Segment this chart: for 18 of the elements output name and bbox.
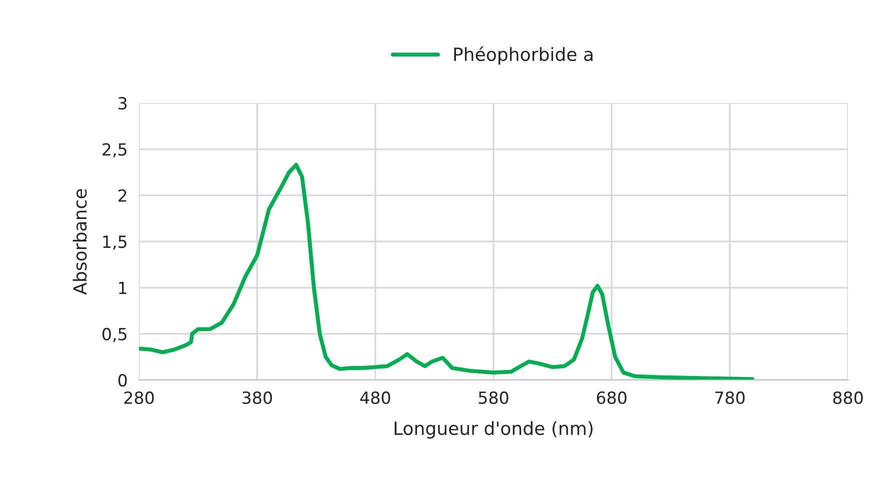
x-tick-label: 380 bbox=[242, 391, 272, 404]
x-axis-title: Longueur d'onde (nm) bbox=[394, 421, 593, 439]
x-tick-label: 680 bbox=[596, 391, 626, 404]
y-tick-label: 0,5 bbox=[102, 328, 126, 342]
y-tick-label: 1 bbox=[119, 282, 126, 294]
x-tick-label: 280 bbox=[124, 391, 154, 404]
y-tick-label: 3 bbox=[118, 96, 127, 110]
x-tick-label: 480 bbox=[360, 391, 390, 404]
y-tick-label: 2 bbox=[118, 189, 126, 202]
y-tick-label: 1,5 bbox=[103, 236, 126, 250]
x-tick-label: 880 bbox=[833, 391, 863, 404]
line-series bbox=[139, 162, 754, 380]
y-axis-title: Absorbance bbox=[72, 189, 87, 295]
legend-label: Phéophorbide a bbox=[454, 46, 593, 65]
y-tick-label: 2,5 bbox=[102, 143, 126, 158]
y-tick-label: 0 bbox=[118, 374, 127, 387]
x-tick-label: 780 bbox=[715, 391, 745, 404]
x-tick-label: 580 bbox=[478, 391, 508, 404]
